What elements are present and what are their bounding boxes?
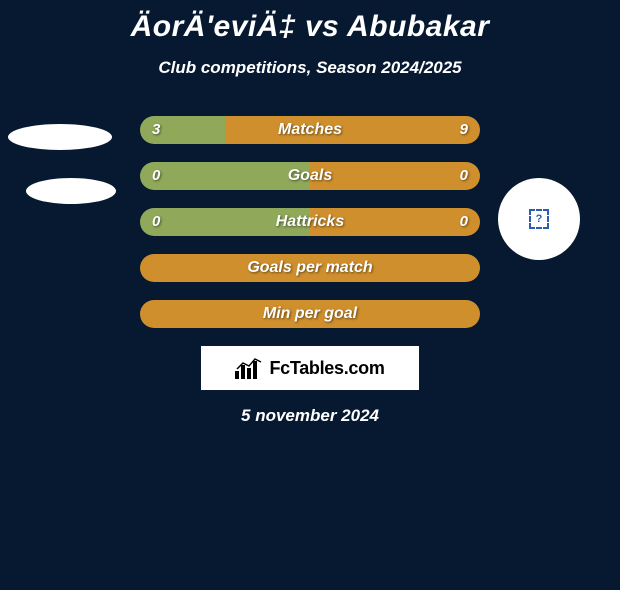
footer-date: 5 november 2024	[0, 406, 620, 426]
stat-value-right: 0	[460, 208, 468, 236]
page-title: ÄorÄ'eviÄ‡ vs Abubakar	[0, 10, 620, 44]
footer-brand-logo: FcTables.com	[201, 346, 419, 390]
stat-bar: Min per goal	[140, 300, 480, 328]
stat-row: 39Matches	[0, 116, 620, 144]
stat-value-left: 0	[152, 162, 160, 190]
footer-brand-text: FcTables.com	[269, 358, 384, 379]
stat-row: 00Hattricks	[0, 208, 620, 236]
page-subtitle: Club competitions, Season 2024/2025	[0, 58, 620, 78]
stat-row: 00Goals	[0, 162, 620, 190]
stat-row: Min per goal	[0, 300, 620, 328]
stat-row: Goals per match	[0, 254, 620, 282]
stat-bar: 39Matches	[140, 116, 480, 144]
stat-bar: 00Goals	[140, 162, 480, 190]
stat-bar: 00Hattricks	[140, 208, 480, 236]
stat-value-right: 9	[460, 116, 468, 144]
bars-icon	[235, 357, 263, 379]
stat-value-right: 0	[460, 162, 468, 190]
stat-value-left: 0	[152, 208, 160, 236]
stat-bar: Goals per match	[140, 254, 480, 282]
stat-value-left: 3	[152, 116, 160, 144]
